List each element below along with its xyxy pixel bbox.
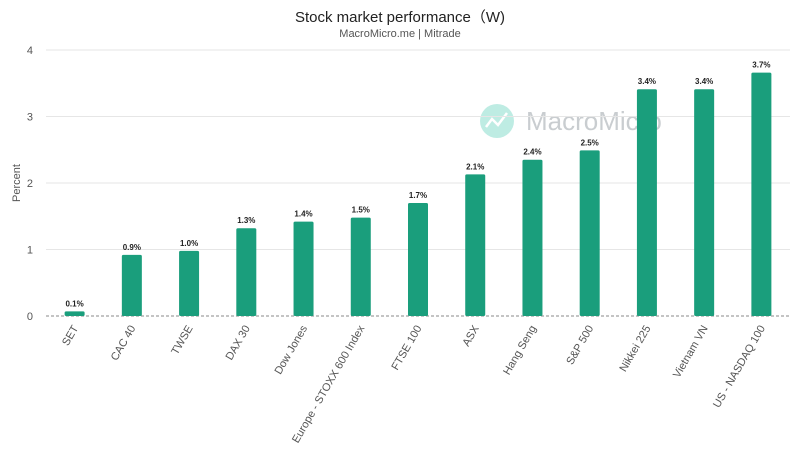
x-tick-label: ASX — [460, 323, 482, 349]
x-tick-label: FTSE 100 — [389, 324, 424, 373]
x-tick-label: US - NASDAQ 100 — [711, 324, 768, 410]
data-label: 1.0% — [180, 239, 198, 248]
bar — [636, 89, 657, 316]
y-tick-label: 3 — [27, 112, 33, 124]
x-tick-label: Nikkei 225 — [617, 324, 653, 374]
y-axis-label: Percent — [11, 164, 23, 202]
x-tick-label: SET — [60, 323, 81, 348]
bar — [236, 228, 257, 316]
y-tick-label: 2 — [27, 178, 33, 190]
bar — [751, 72, 772, 316]
bar — [179, 250, 200, 316]
data-label: 2.1% — [466, 162, 484, 171]
bar — [408, 202, 428, 316]
bar — [465, 174, 486, 316]
data-label: 3.4% — [638, 77, 656, 86]
chart-subtitle: MacroMicro.me | Mitrade — [339, 28, 461, 40]
data-label: 1.5% — [352, 206, 370, 215]
y-tick-label: 1 — [27, 245, 33, 257]
x-tick-label: Vietnam VN — [671, 323, 711, 380]
data-label: 1.3% — [237, 216, 255, 225]
data-label: 2.5% — [581, 138, 599, 147]
data-label: 2.4% — [523, 148, 541, 157]
y-tick-label: 4 — [27, 45, 33, 57]
bar — [522, 159, 543, 316]
y-tick-label: 0 — [27, 311, 33, 323]
macromicro-logo-icon — [480, 104, 514, 138]
x-tick-label: CAC 40 — [109, 324, 139, 363]
data-label: 0.1% — [65, 299, 83, 308]
bar — [694, 89, 715, 316]
bar — [121, 254, 142, 316]
data-label: 0.9% — [123, 243, 141, 252]
x-tick-label: Dow Jones — [273, 323, 311, 377]
x-tick-label: TWSE — [169, 324, 195, 358]
bar — [579, 150, 600, 316]
data-label: 1.4% — [294, 210, 312, 219]
bar — [64, 311, 85, 316]
bar — [350, 217, 371, 316]
x-tick-label: DAX 30 — [224, 324, 253, 363]
data-label: 1.7% — [409, 191, 427, 200]
chart-title: Stock market performance（W) — [294, 9, 506, 26]
bar — [293, 221, 314, 316]
x-tick-label: Hang Seng — [501, 324, 539, 378]
data-label: 3.7% — [752, 61, 770, 70]
macromicro-logo-mark — [485, 112, 508, 128]
data-label: 3.4% — [695, 77, 713, 86]
x-tick-label: S&P 500 — [564, 324, 596, 367]
